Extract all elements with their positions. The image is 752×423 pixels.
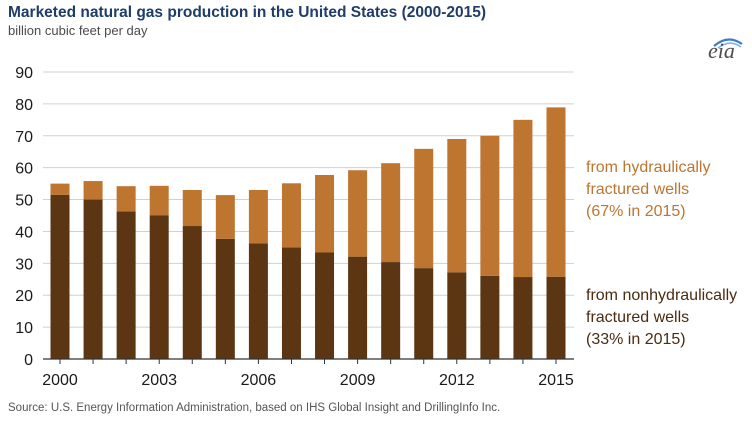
- bar-hydraulic: [215, 195, 235, 239]
- bar-hydraulic: [315, 175, 335, 253]
- eia-logo: eia: [708, 38, 735, 63]
- annotation-hf-line3: (67% in 2015): [586, 203, 686, 220]
- bar-nonhydraulic: [381, 262, 401, 359]
- bar-nonhydraulic: [480, 275, 500, 359]
- bar-nonhydraulic: [215, 238, 235, 359]
- bar-nonhydraulic: [315, 252, 335, 359]
- y-tick-label: 20: [15, 288, 33, 305]
- y-tick-label: 0: [24, 352, 33, 369]
- bar-nonhydraulic: [414, 268, 434, 359]
- bar-nonhydraulic: [182, 226, 202, 359]
- y-tick-label: 30: [15, 256, 33, 273]
- bar-hydraulic: [83, 181, 103, 200]
- annotation-hf-line2: fractured wells: [586, 181, 690, 198]
- annotation-hydraulically-fractured: from hydraulically fractured wells (67% …: [586, 157, 710, 223]
- annotation-nonhydraulically-fractured: from nonhydraulically fractured wells (3…: [586, 285, 737, 351]
- annotation-hf-line1: from hydraulically: [586, 159, 711, 176]
- annotation-nonhf-line3: (33% in 2015): [586, 331, 686, 348]
- bar-nonhydraulic: [513, 277, 533, 359]
- bar-hydraulic: [116, 186, 136, 212]
- bar-hydraulic: [546, 107, 566, 277]
- x-tick-label: 2006: [241, 372, 277, 389]
- bar-nonhydraulic: [50, 194, 70, 359]
- bar-hydraulic: [182, 189, 202, 227]
- bar-hydraulic: [513, 119, 533, 278]
- y-tick-label: 70: [15, 129, 33, 146]
- bar-hydraulic: [480, 135, 500, 276]
- y-tick-label: 90: [15, 65, 33, 82]
- bar-hydraulic: [348, 170, 368, 257]
- y-tick-label: 10: [15, 320, 33, 337]
- bar-nonhydraulic: [348, 256, 368, 359]
- x-tick-label: 2003: [141, 372, 177, 389]
- bar-hydraulic: [381, 163, 401, 263]
- x-tick-label: 2000: [42, 372, 78, 389]
- bar-nonhydraulic: [83, 199, 103, 359]
- bars: [50, 107, 566, 359]
- x-tick-label: 2012: [439, 372, 475, 389]
- annotation-nonhf-line1: from nonhydraulically: [586, 287, 738, 304]
- bar-hydraulic: [50, 183, 70, 195]
- bar-nonhydraulic: [248, 243, 268, 359]
- y-tick-label: 80: [15, 97, 33, 114]
- axes: 0 10 20 30 40 50 60 70 80 90 2000 2003 2006 2009 2012 2…: [15, 65, 574, 389]
- bar-nonhydraulic: [546, 276, 566, 359]
- x-tick-label: 2009: [340, 372, 376, 389]
- annotation-nonhf-line2: fractured wells: [586, 309, 690, 326]
- bar-nonhydraulic: [149, 215, 169, 359]
- bar-hydraulic: [447, 138, 467, 273]
- chart-title: Marketed natural gas production in the U…: [8, 4, 487, 21]
- bar-nonhydraulic: [447, 272, 467, 359]
- bar-nonhydraulic: [281, 247, 301, 359]
- bar-hydraulic: [248, 189, 268, 244]
- bar-hydraulic: [281, 183, 301, 248]
- y-tick-label: 50: [15, 193, 33, 210]
- chart-subtitle: billion cubic feet per day: [8, 23, 148, 38]
- source-note: Source: U.S. Energy Information Administ…: [8, 402, 501, 414]
- y-tick-label: 60: [15, 161, 33, 178]
- eia-logo-arc-icon: [713, 38, 743, 49]
- bar-hydraulic: [414, 148, 434, 269]
- y-tick-label: 40: [15, 224, 33, 241]
- bar-nonhydraulic: [116, 211, 136, 359]
- bar-hydraulic: [149, 185, 169, 216]
- x-tick-label: 2015: [538, 372, 574, 389]
